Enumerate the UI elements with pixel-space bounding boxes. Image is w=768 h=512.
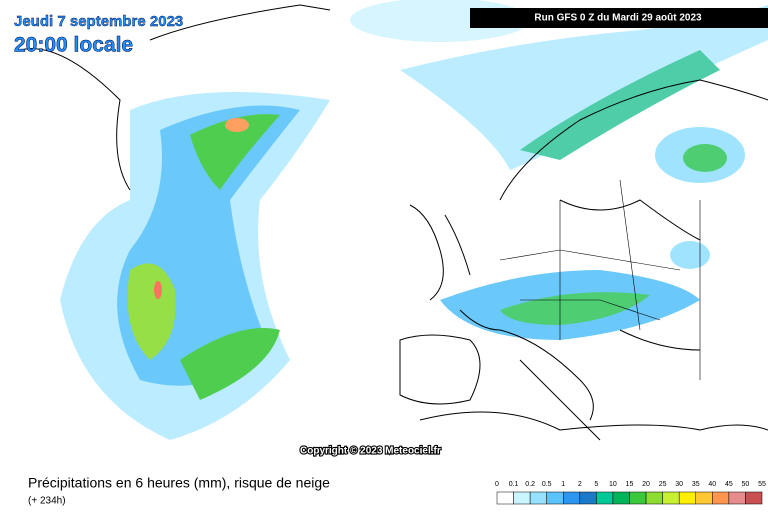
legend-label: 50 <box>742 481 750 488</box>
legend-swatch <box>513 491 531 505</box>
run-box <box>470 8 768 28</box>
legend-swatch <box>612 491 630 505</box>
precipitation <box>60 0 768 440</box>
precip-area <box>500 292 650 325</box>
coastline <box>409 204 471 301</box>
precip-area <box>127 263 176 360</box>
legend: 0 0.1 0.2 0.5 1 2 5 10 15 20 25 30 35 40 45 50 55 <box>495 481 766 505</box>
legend-swatch <box>695 491 713 505</box>
legend-label: 25 <box>659 481 667 488</box>
coastline <box>399 334 481 405</box>
coastlines <box>19 4 768 441</box>
legend-swatch <box>563 491 581 505</box>
legend-label: 5 <box>594 481 598 488</box>
footer <box>0 470 768 512</box>
forecast-date: Jeudi 7 septembre 2023 <box>14 13 183 30</box>
coastline <box>559 199 701 351</box>
precip-area <box>225 118 249 132</box>
legend-label: 0.5 <box>542 481 552 488</box>
legend-label: 15 <box>626 481 634 488</box>
footer-subtitle: (+ 234h) <box>28 496 66 507</box>
legend-label: 35 <box>692 481 700 488</box>
legend-label: 55 <box>758 481 766 488</box>
legend-swatch <box>546 491 564 505</box>
copyright: Copyright © 2023 Meteociel.fr <box>300 446 441 457</box>
legend-swatch <box>529 491 547 505</box>
legend-label: 30 <box>675 481 683 488</box>
legend-label: 10 <box>609 481 617 488</box>
precip-area <box>683 144 727 172</box>
legend-swatch <box>712 491 730 505</box>
precip-area <box>670 241 710 269</box>
legend-label: 20 <box>642 481 650 488</box>
coastline <box>499 79 768 201</box>
legend-label: 45 <box>725 481 733 488</box>
precip-area <box>520 50 720 160</box>
precip-area <box>180 328 280 400</box>
legend-swatch <box>596 491 614 505</box>
legend-swatch <box>678 491 696 505</box>
legend-swatch <box>745 491 763 505</box>
legend-label: 40 <box>708 481 716 488</box>
precip-area <box>400 5 768 170</box>
legend-swatch <box>645 491 663 505</box>
legend-label: 1 <box>561 481 565 488</box>
footer-title: Précipitations en 6 heures (mm), risque … <box>28 475 330 491</box>
precip-area <box>154 281 162 299</box>
coastline <box>419 309 768 441</box>
legend-label: 2 <box>578 481 582 488</box>
legend-swatch <box>579 491 597 505</box>
run-info: Run GFS 0 Z du Mardi 29 août 2023 <box>534 13 702 24</box>
coastline <box>19 4 331 191</box>
country-border <box>499 179 701 380</box>
forecast-time: 20:00 locale <box>14 34 133 57</box>
legend-label: 0.2 <box>525 481 535 488</box>
legend-swatch <box>728 491 746 505</box>
legend-swatch <box>629 491 647 505</box>
legend-swatch <box>496 491 514 505</box>
legend-label: 0 <box>495 481 499 488</box>
precip-area <box>190 114 280 190</box>
legend-swatch <box>662 491 680 505</box>
legend-label: 0.1 <box>509 481 519 488</box>
